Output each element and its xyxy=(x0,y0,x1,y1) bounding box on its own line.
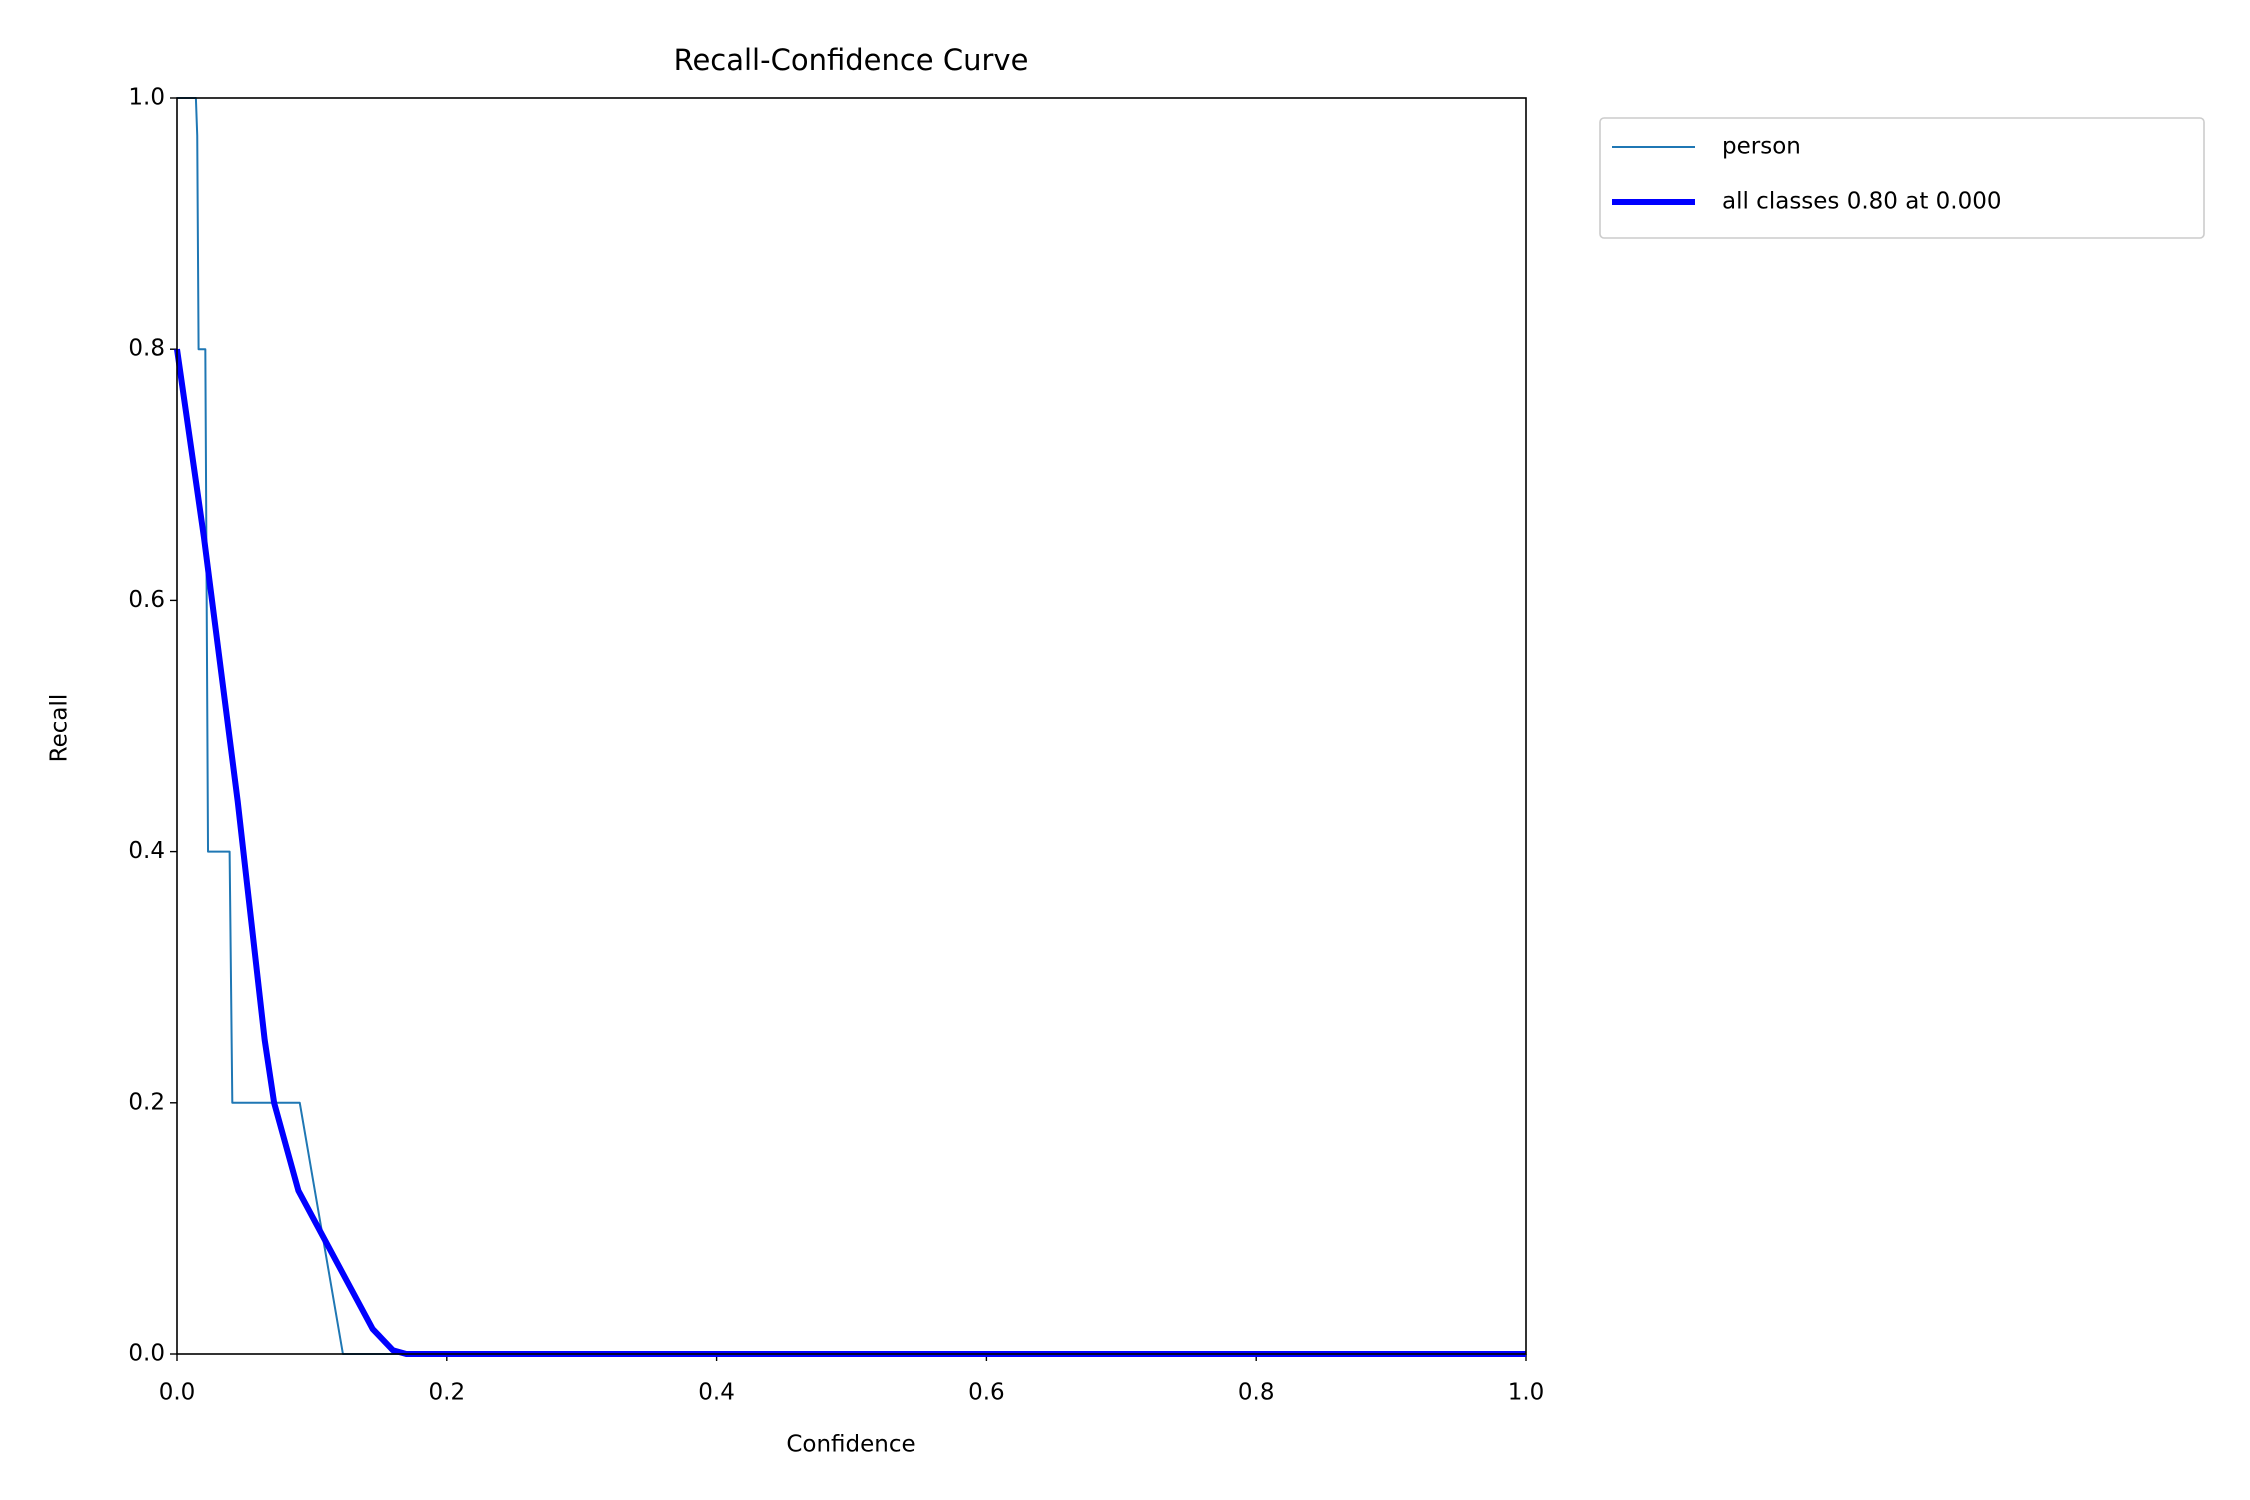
x-axis-label: Confidence xyxy=(786,1432,915,1458)
x-tick-label: 0.8 xyxy=(1238,1380,1275,1406)
y-tick-label: 0.4 xyxy=(128,838,165,864)
x-tick-label: 0.4 xyxy=(698,1380,735,1406)
chart-title: Recall-Confidence Curve xyxy=(674,43,1029,77)
x-tick-label: 0.6 xyxy=(968,1380,1005,1406)
y-tick-label: 0.8 xyxy=(128,336,165,362)
x-tick-label: 1.0 xyxy=(1508,1380,1545,1406)
y-tick-label: 0.2 xyxy=(128,1089,165,1115)
plot-frame xyxy=(176,97,1527,1355)
line-series xyxy=(177,97,1526,1355)
y-axis-label: Recall xyxy=(47,694,73,763)
y-tick-label: 0.6 xyxy=(128,587,165,613)
y-tick-label: 0.0 xyxy=(128,1341,165,1367)
line-series xyxy=(174,348,1526,1357)
legend-box xyxy=(1599,117,2205,239)
legend-label: person xyxy=(1722,134,1801,160)
x-tick-label: 0.0 xyxy=(159,1380,196,1406)
y-tick-label: 1.0 xyxy=(128,85,165,111)
x-tick-label: 0.2 xyxy=(429,1380,466,1406)
legend-label: all classes 0.80 at 0.000 xyxy=(1722,189,2002,215)
